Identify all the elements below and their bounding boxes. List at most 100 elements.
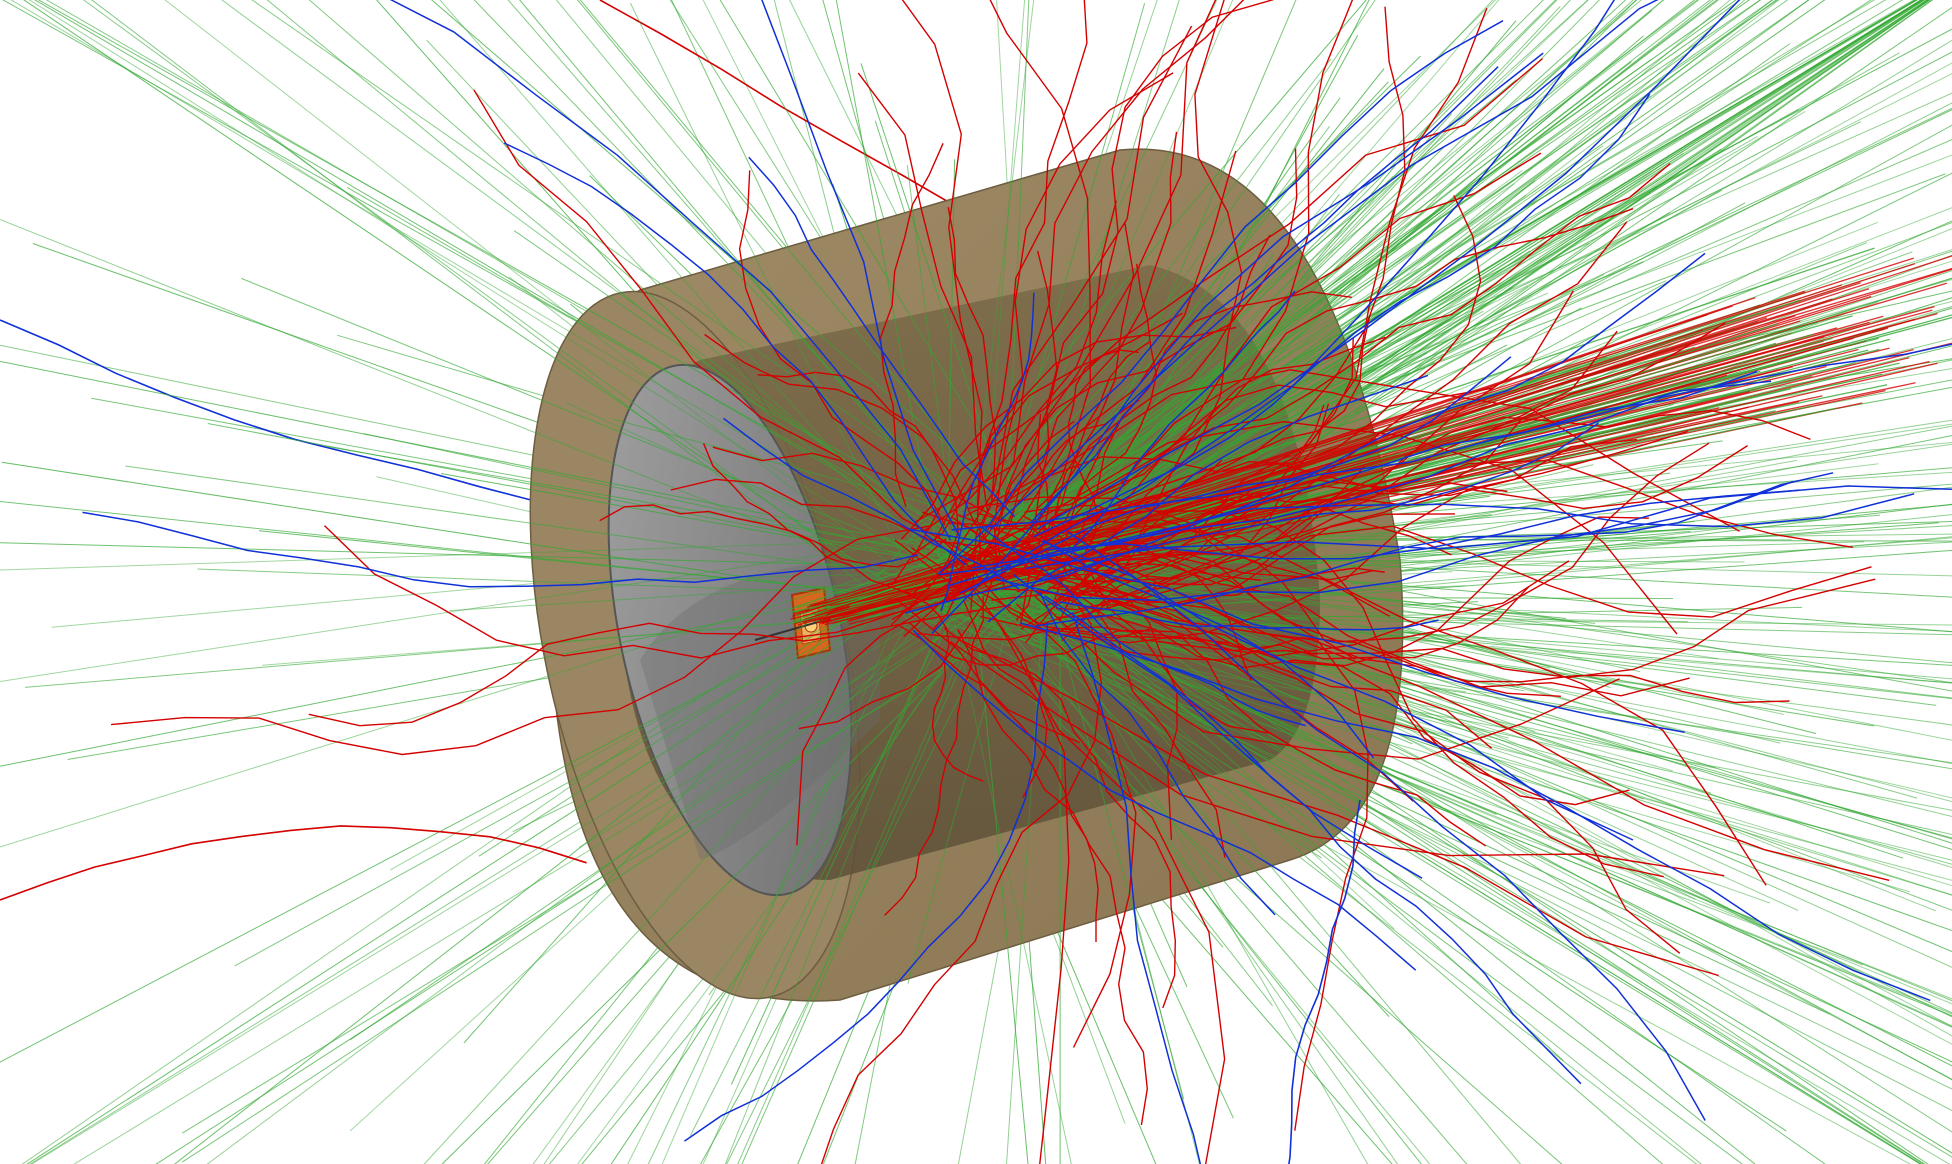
track-curve <box>702 443 918 597</box>
track-segment <box>910 573 1937 706</box>
track-curve <box>308 604 1011 727</box>
track-curve <box>904 370 1758 614</box>
track-curve <box>1067 349 1139 571</box>
track-segment <box>2 0 969 542</box>
track-curve <box>1013 574 1423 879</box>
track-segment <box>976 617 1029 1164</box>
track-segment <box>957 589 1952 865</box>
track-curve <box>1089 338 1354 598</box>
track-segment <box>987 592 1952 1028</box>
track-segment <box>741 618 983 1164</box>
track-segment <box>986 621 1830 1015</box>
track-curve <box>1034 595 1620 760</box>
track-segment <box>1067 0 1571 533</box>
track-segment <box>860 63 1019 538</box>
track-curve <box>738 170 946 526</box>
track-segment <box>916 527 1422 1164</box>
track-segment <box>944 173 1946 547</box>
track-segment <box>962 58 1332 537</box>
track-segment <box>964 0 1700 565</box>
track-curve <box>857 72 989 511</box>
track-curve <box>324 525 1027 659</box>
track-segment <box>234 591 916 967</box>
track-curve <box>1049 586 1414 802</box>
track-segment <box>577 524 1053 1164</box>
track-segment <box>994 565 1926 1164</box>
track-curve <box>1087 542 1369 1131</box>
track-curve <box>970 0 1245 614</box>
track-segment <box>324 445 1061 575</box>
track-curve <box>898 624 1099 942</box>
track-segment <box>946 587 1952 700</box>
track-curve <box>933 399 1140 630</box>
track-curve <box>894 539 1226 1164</box>
track-segment <box>968 583 1922 1164</box>
track-segment <box>0 535 1036 571</box>
track-segment <box>923 0 1718 610</box>
track-segment <box>1054 568 1952 850</box>
track-segment <box>1023 610 1702 1164</box>
track-segment <box>919 605 1952 881</box>
track-curve <box>1050 162 1671 564</box>
track-segment <box>935 622 1952 811</box>
track-segment <box>21 545 920 1164</box>
track-curve <box>949 640 1725 877</box>
track-segment <box>917 602 1771 904</box>
track-segment <box>955 51 1952 574</box>
track-curve <box>1067 531 1706 1121</box>
track-curve <box>1044 595 1582 1085</box>
track-segment <box>835 0 935 537</box>
track-segment <box>431 0 1045 529</box>
track-segment <box>826 360 1930 615</box>
track-segment <box>689 529 997 1136</box>
track-segment <box>125 465 919 579</box>
track-segment <box>10 0 985 579</box>
track-segment <box>1041 559 1745 563</box>
track-curve <box>976 0 1088 522</box>
track-segment <box>73 585 1025 1164</box>
track-curve <box>1071 290 1296 549</box>
track-curve <box>980 526 1306 727</box>
track-curve <box>503 142 967 566</box>
track-segment <box>1037 0 1923 549</box>
track-segment <box>959 605 1952 666</box>
track-curve <box>1056 516 1649 669</box>
track-curve <box>1016 445 1748 593</box>
track-segment <box>1059 0 1731 571</box>
track-segment <box>241 277 1031 599</box>
track-segment <box>915 541 1712 794</box>
track-curve <box>995 480 1794 602</box>
track-curve <box>1015 603 1137 1048</box>
track-segment <box>999 572 1952 1080</box>
track-curve <box>964 322 1726 605</box>
track-curve <box>748 156 1016 518</box>
track-segment <box>1067 601 1673 772</box>
track-curve <box>959 356 1512 594</box>
track-curve <box>972 493 1915 569</box>
track-curve <box>796 571 1007 846</box>
track-segment <box>1069 0 1930 585</box>
track-segment <box>1006 549 1048 1164</box>
track-curve <box>1288 799 1361 1164</box>
track-segment <box>1032 435 1952 621</box>
track-segment <box>979 0 1026 579</box>
track-segment <box>308 0 1026 620</box>
track-curve <box>955 565 1070 1164</box>
track-curve <box>951 380 1772 531</box>
track-curve <box>987 374 1429 623</box>
track-curve <box>901 0 983 506</box>
track-segment <box>423 558 980 1164</box>
track-curve <box>761 0 960 537</box>
track-curve <box>943 627 1177 1009</box>
track-segment <box>922 55 1421 548</box>
track-segment <box>221 0 1054 614</box>
track-segment <box>182 592 1067 1134</box>
track-segment <box>960 0 1915 541</box>
track-curve <box>922 200 1117 533</box>
track-segment <box>1001 562 1395 930</box>
track-curve <box>980 430 1688 644</box>
track-curve <box>958 420 1075 589</box>
